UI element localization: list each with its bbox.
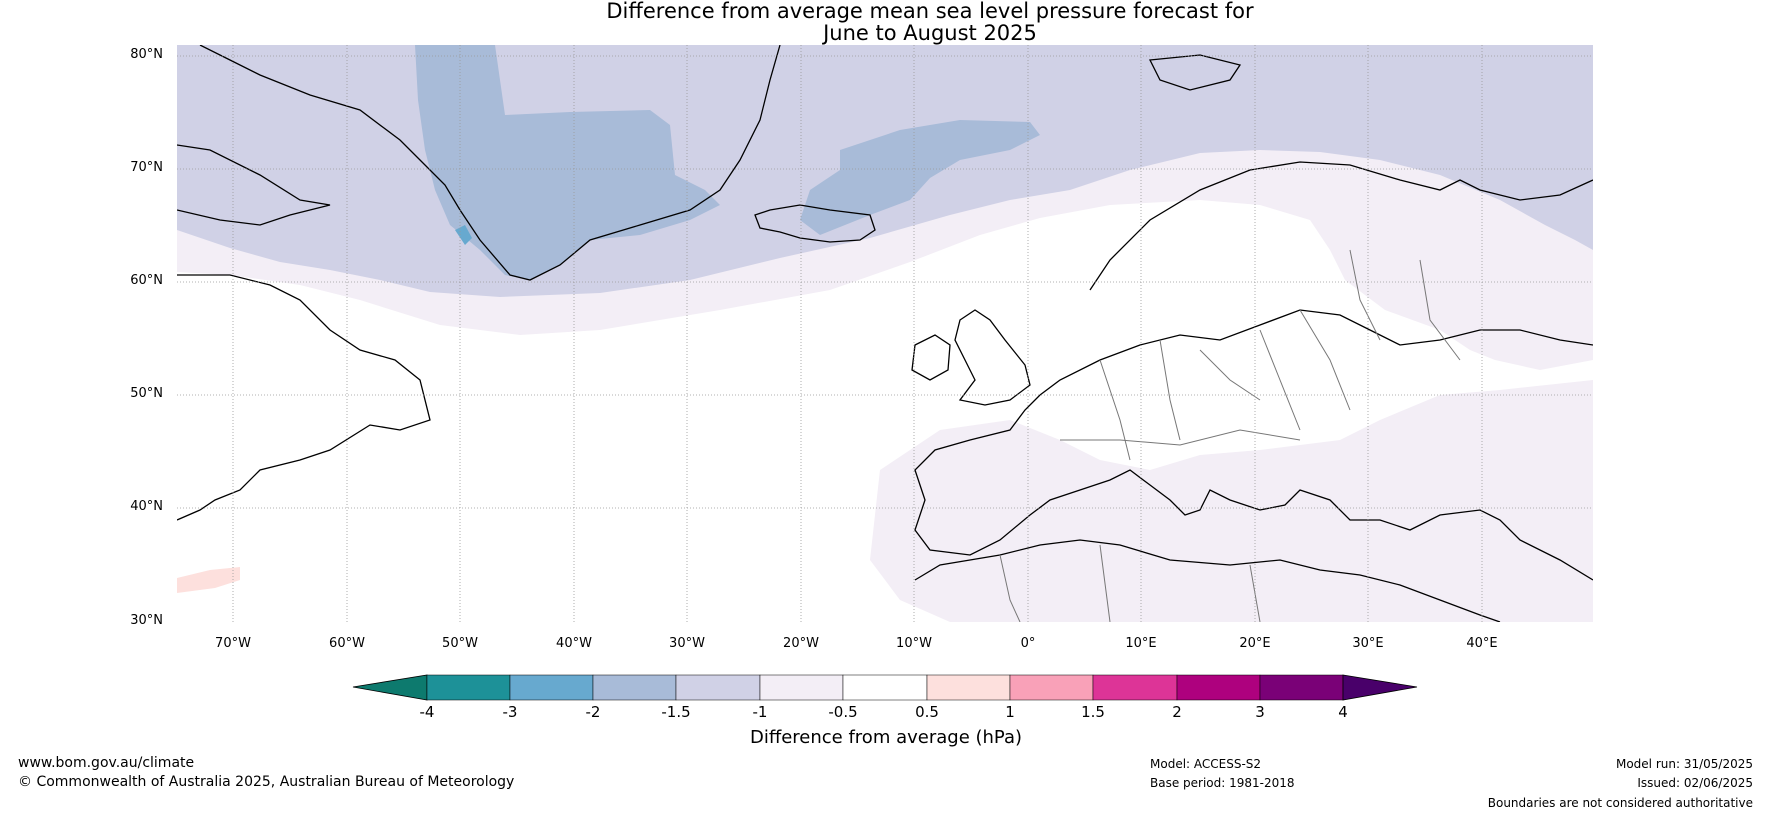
coastline-iberia-mediterranean <box>914 394 1593 581</box>
anomaly-region-minus-3-spot <box>455 225 472 245</box>
colorbar-tick-label: -2 <box>585 703 601 721</box>
coastline-scandinavia <box>1089 161 1593 291</box>
colorbar-segment-plus-2 <box>1176 674 1261 701</box>
colorbar-tick-label: -1.5 <box>661 703 691 721</box>
colorbar <box>352 674 1418 701</box>
colorbar-tick-label: 3 <box>1255 703 1265 721</box>
footer-model: Model: ACCESS-S2 <box>1150 757 1262 771</box>
colorbar-tick-label: -4 <box>419 703 435 721</box>
colorbar-extend-high <box>1342 674 1418 701</box>
colorbar-segment-plus-1 <box>1009 674 1094 701</box>
colorbar-tick-label: -3 <box>502 703 518 721</box>
lon-label-40e: 40°E <box>1466 636 1498 651</box>
lat-label-80n: 80°N <box>130 47 163 62</box>
colorbar-extend-low <box>352 674 428 701</box>
anomaly-region-plus-0-5-to-1 <box>177 567 240 593</box>
boundary-north-africa <box>999 544 1261 622</box>
coastline-greenland <box>199 45 781 281</box>
lon-label-40w: 40°W <box>556 636 592 651</box>
footer-model-run: Model run: 31/05/2025 <box>1615 757 1753 771</box>
lon-label-50w: 50°W <box>442 636 478 651</box>
colorbar-label: Difference from average (hPa) <box>749 727 1023 748</box>
colorbar-tick-label: 0.5 <box>915 703 939 721</box>
lon-label-20e: 20°E <box>1239 636 1271 651</box>
lat-label-50n: 50°N <box>130 386 163 401</box>
boundary-western-europe <box>1099 309 1351 461</box>
colorbar-segment-minus-1 <box>759 674 844 701</box>
footer-website: www.bom.gov.au/climate <box>18 755 195 771</box>
anomaly-region-minus-2-north-atlantic <box>800 120 1040 235</box>
colorbar-segment-plus-1-5 <box>1092 674 1178 701</box>
lon-label-30e: 30°E <box>1352 636 1384 651</box>
coastline-continental-europe <box>1039 309 1593 396</box>
colorbar-segment-minus-1-5 <box>675 674 761 701</box>
colorbar-tick-label: 2 <box>1172 703 1182 721</box>
map-title-line-2: June to August 2025 <box>823 21 1037 45</box>
coastline-iceland <box>754 204 876 243</box>
coastline-svalbard <box>1148 54 1242 91</box>
colorbar-segment-minus-3 <box>509 674 594 701</box>
lon-label-30w: 30°W <box>669 636 705 651</box>
coastline-labrador <box>177 274 431 521</box>
country-boundaries <box>999 249 1461 622</box>
colorbar-segment-minus-4 <box>426 674 511 701</box>
colorbar-tick-label: -0.5 <box>828 703 858 721</box>
lat-label-60n: 60°N <box>130 273 163 288</box>
coastlines <box>177 45 1593 622</box>
coastline-great-britain <box>954 309 1031 406</box>
lon-label-70w: 70°W <box>215 636 251 651</box>
anomaly-region-minus-2-to-minus-1-5 <box>415 45 720 280</box>
boundary-eastern-europe <box>1060 249 1461 446</box>
colorbar-tick-label: 4 <box>1338 703 1348 721</box>
coastline-ireland <box>911 334 951 381</box>
footer-issued: Issued: 02/06/2025 <box>1637 776 1753 790</box>
footer-copyright: © Commonwealth of Australia 2025, Austra… <box>18 774 515 790</box>
graticule <box>177 45 1593 622</box>
colorbar-segment-plus-0-5 <box>926 674 1011 701</box>
coastline-baffin-island <box>177 144 331 226</box>
lon-label-10e: 10°E <box>1125 636 1157 651</box>
lat-label-30n: 30°N <box>130 613 163 628</box>
lon-label-60w: 60°W <box>329 636 365 651</box>
footer-base-period: Base period: 1981-2018 <box>1150 776 1295 790</box>
lon-label-10w: 10°W <box>896 636 932 651</box>
coastline-north-africa <box>914 539 1501 622</box>
lon-label-20w: 20°W <box>783 636 819 651</box>
colorbar-tick-label: 1 <box>1005 703 1015 721</box>
colorbar-tick-label: 1.5 <box>1081 703 1105 721</box>
lon-label-0: 0° <box>1020 636 1036 651</box>
colorbar-segment-minus-0-5 <box>842 674 928 701</box>
map-title-line-1: Difference from average mean sea level p… <box>606 0 1254 23</box>
colorbar-segment-plus-3 <box>1259 674 1344 701</box>
colorbar-tick-label: -1 <box>752 703 768 721</box>
lat-label-70n: 70°N <box>130 160 163 175</box>
colorbar-segment-minus-2 <box>592 674 677 701</box>
lat-label-40n: 40°N <box>130 499 163 514</box>
map-area <box>177 45 1593 622</box>
footer-disclaimer: Boundaries are not considered authoritat… <box>1487 796 1753 810</box>
